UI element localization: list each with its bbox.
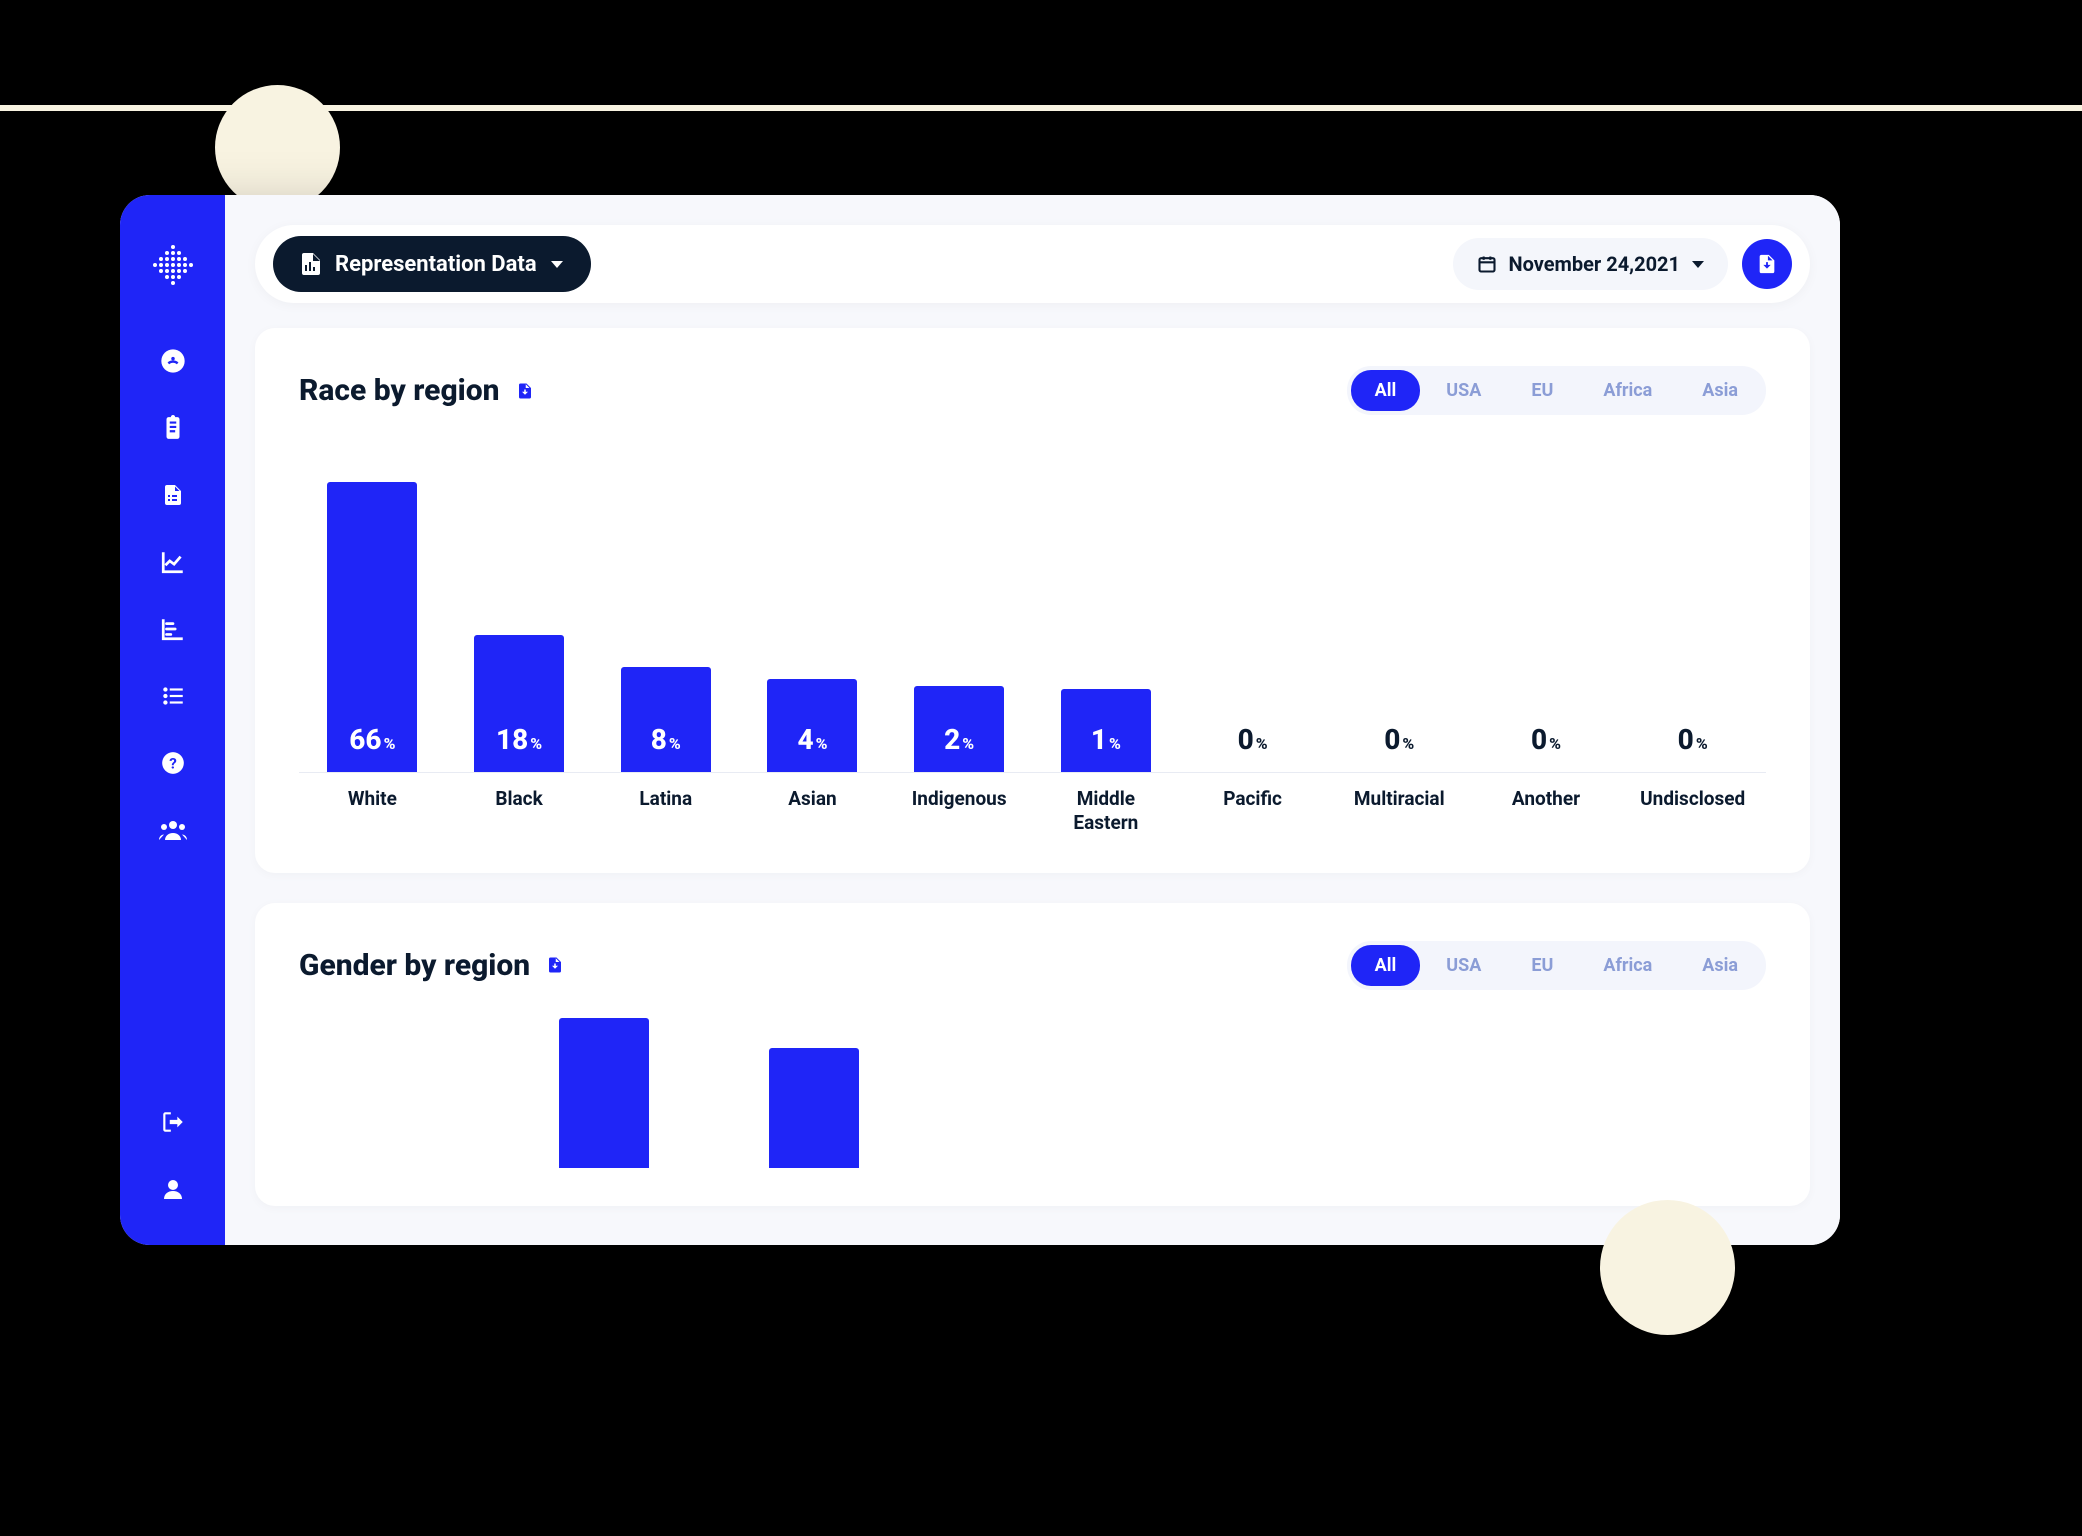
report-icon: [301, 253, 321, 275]
chart-column: 66%: [299, 443, 446, 772]
chart-label: Black: [446, 787, 593, 835]
list-icon[interactable]: [157, 680, 189, 712]
region-tab-africa[interactable]: Africa: [1579, 945, 1676, 986]
bar-chart-icon[interactable]: [157, 613, 189, 645]
dashboard-icon[interactable]: [157, 345, 189, 377]
users-icon[interactable]: [157, 814, 189, 846]
region-tab-eu[interactable]: EU: [1507, 370, 1577, 411]
bar: 8%: [621, 667, 711, 772]
race-bar-chart: 66% 18% 8% 4% 2% 1% 0% 0% 0% 0%: [299, 443, 1766, 773]
chart-column: 0%: [1619, 443, 1766, 772]
data-type-dropdown[interactable]: Representation Data: [273, 236, 591, 292]
chart-column: 18%: [446, 443, 593, 772]
bar: 18%: [474, 635, 564, 772]
bar-value: 2%: [944, 723, 974, 756]
logo-icon: [148, 240, 198, 290]
race-chart-title: Race by region: [299, 373, 500, 408]
bar: [769, 1048, 859, 1168]
decoration-circle-bottom: [1600, 1200, 1735, 1335]
gender-region-tabs: AllUSAEUAfricaAsia: [1347, 941, 1766, 990]
sidebar: ?: [120, 195, 225, 1245]
chart-column: 0%: [1179, 443, 1326, 772]
bar-value: 66%: [349, 723, 395, 756]
region-tab-usa[interactable]: USA: [1422, 370, 1505, 411]
chart-label: MiddleEastern: [1033, 787, 1180, 835]
bar-value: 18%: [496, 723, 542, 756]
region-tab-all[interactable]: All: [1351, 370, 1421, 411]
region-tab-asia[interactable]: Asia: [1678, 945, 1762, 986]
race-region-tabs: AllUSAEUAfricaAsia: [1347, 366, 1766, 415]
chevron-down-icon: [1692, 261, 1704, 268]
decoration-circle-top: [215, 85, 340, 210]
chart-column: 0%: [1473, 443, 1620, 772]
app-frame: ? Representation Data November 24,2021: [120, 195, 1840, 1245]
race-chart-card: Race by region AllUSAEUAfricaAsia 66% 18%…: [255, 328, 1810, 873]
help-icon[interactable]: ?: [157, 747, 189, 779]
date-label: November 24,2021: [1509, 252, 1681, 276]
line-chart-icon[interactable]: [157, 546, 189, 578]
bar: 66%: [327, 482, 417, 772]
chart-label: Multiracial: [1326, 787, 1473, 835]
chart-label: Undisclosed: [1619, 787, 1766, 835]
download-icon[interactable]: [516, 381, 534, 401]
chart-label: Pacific: [1179, 787, 1326, 835]
region-tab-africa[interactable]: Africa: [1579, 370, 1676, 411]
bar-value: 4%: [797, 723, 827, 756]
data-type-label: Representation Data: [335, 252, 537, 277]
document-icon[interactable]: [157, 479, 189, 511]
bar-value: 0%: [1238, 723, 1268, 772]
download-button[interactable]: [1742, 239, 1792, 289]
gender-bar-chart: [299, 1018, 1766, 1168]
chart-label: White: [299, 787, 446, 835]
bar: 2%: [914, 686, 1004, 772]
download-file-icon: [1756, 253, 1778, 275]
gender-chart-card: Gender by region AllUSAEUAfricaAsia: [255, 903, 1810, 1206]
region-tab-usa[interactable]: USA: [1422, 945, 1505, 986]
chart-label: Asian: [739, 787, 886, 835]
region-tab-all[interactable]: All: [1351, 945, 1421, 986]
bar-value: 0%: [1384, 723, 1414, 772]
chart-label: Another: [1473, 787, 1620, 835]
bar: 1%: [1061, 689, 1151, 772]
chart-column: 0%: [1326, 443, 1473, 772]
main-content: Representation Data November 24,2021 Rac…: [225, 195, 1840, 1245]
clipboard-icon[interactable]: [157, 412, 189, 444]
gender-chart-title: Gender by region: [299, 948, 530, 983]
topbar: Representation Data November 24,2021: [255, 225, 1810, 303]
date-picker[interactable]: November 24,2021: [1453, 238, 1729, 290]
bar: [559, 1018, 649, 1168]
bar-value: 8%: [651, 723, 681, 756]
calendar-icon: [1477, 254, 1497, 274]
bar: 4%: [767, 679, 857, 772]
download-icon[interactable]: [546, 955, 564, 975]
chart-column: 4%: [739, 443, 886, 772]
bar-value: 1%: [1091, 723, 1121, 756]
region-tab-asia[interactable]: Asia: [1678, 370, 1762, 411]
chart-column: 2%: [886, 443, 1033, 772]
bar-value: 0%: [1678, 723, 1708, 772]
chart-column: 1%: [1033, 443, 1180, 772]
profile-icon[interactable]: [157, 1173, 189, 1205]
logout-icon[interactable]: [157, 1106, 189, 1138]
chart-label: Latina: [592, 787, 739, 835]
chart-column: 8%: [592, 443, 739, 772]
chevron-down-icon: [551, 261, 563, 268]
bar-value: 0%: [1531, 723, 1561, 772]
region-tab-eu[interactable]: EU: [1507, 945, 1577, 986]
race-chart-labels: WhiteBlackLatinaAsianIndigenousMiddleEas…: [299, 787, 1766, 835]
svg-text:?: ?: [169, 754, 177, 772]
chart-label: Indigenous: [886, 787, 1033, 835]
